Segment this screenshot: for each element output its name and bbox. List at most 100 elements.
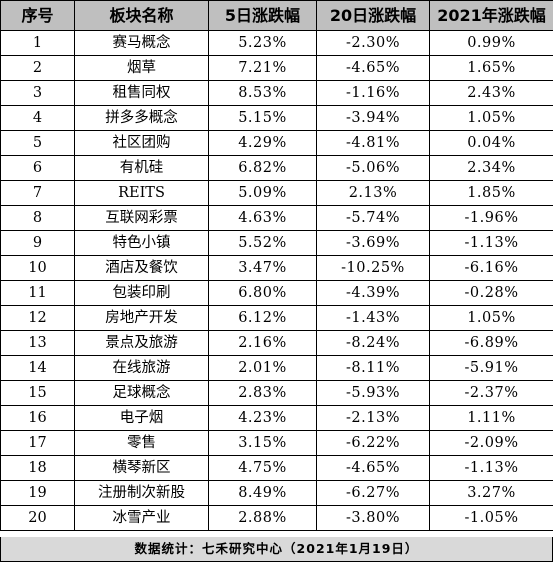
cell-5day-change: 7.21% bbox=[208, 55, 317, 81]
cell-2021-change: -6.16% bbox=[429, 255, 553, 281]
cell-sector-name: 零售 bbox=[74, 430, 209, 456]
cell-20day-change: -3.80% bbox=[316, 505, 430, 531]
cell-20day-change: -1.16% bbox=[316, 80, 430, 106]
cell-5day-change: 2.83% bbox=[208, 380, 317, 406]
cell-index: 4 bbox=[0, 105, 75, 131]
cell-index: 20 bbox=[0, 505, 75, 531]
cell-index: 15 bbox=[0, 380, 75, 406]
cell-index: 18 bbox=[0, 455, 75, 481]
header-row: 序号 板块名称 5日涨跌幅 20日涨跌幅 2021年涨跌幅 bbox=[0, 0, 553, 31]
cell-5day-change: 6.80% bbox=[208, 280, 317, 306]
table-row: 17 零售 3.15% -6.22% -2.09% bbox=[0, 430, 553, 456]
cell-index: 17 bbox=[0, 430, 75, 456]
cell-sector-name: 足球概念 bbox=[74, 380, 209, 406]
cell-5day-change: 3.15% bbox=[208, 430, 317, 456]
cell-5day-change: 3.47% bbox=[208, 255, 317, 281]
cell-2021-change: -1.96% bbox=[429, 205, 553, 231]
cell-sector-name: REITS bbox=[74, 180, 209, 206]
table-row: 2 烟草 7.21% -4.65% 1.65% bbox=[0, 55, 553, 81]
cell-2021-change: -2.37% bbox=[429, 380, 553, 406]
cell-index: 5 bbox=[0, 130, 75, 156]
cell-20day-change: -4.39% bbox=[316, 280, 430, 306]
cell-5day-change: 5.23% bbox=[208, 30, 317, 56]
cell-2021-change: -5.91% bbox=[429, 355, 553, 381]
table-row: 20 冰雪产业 2.88% -3.80% -1.05% bbox=[0, 505, 553, 531]
cell-sector-name: 冰雪产业 bbox=[74, 505, 209, 531]
cell-index: 10 bbox=[0, 255, 75, 281]
header-2021-change: 2021年涨跌幅 bbox=[429, 0, 553, 31]
cell-2021-change: -6.89% bbox=[429, 330, 553, 356]
cell-5day-change: 4.63% bbox=[208, 205, 317, 231]
cell-5day-change: 6.82% bbox=[208, 155, 317, 181]
table-row: 3 租售同权 8.53% -1.16% 2.43% bbox=[0, 80, 553, 106]
cell-2021-change: -0.28% bbox=[429, 280, 553, 306]
cell-sector-name: 横琴新区 bbox=[74, 455, 209, 481]
header-sector-name: 板块名称 bbox=[74, 0, 209, 31]
cell-sector-name: 房地产开发 bbox=[74, 305, 209, 331]
cell-2021-change: 1.85% bbox=[429, 180, 553, 206]
table-row: 13 景点及旅游 2.16% -8.24% -6.89% bbox=[0, 330, 553, 356]
cell-2021-change: 2.34% bbox=[429, 155, 553, 181]
cell-index: 8 bbox=[0, 205, 75, 231]
cell-20day-change: -3.94% bbox=[316, 105, 430, 131]
cell-sector-name: 拼多多概念 bbox=[74, 105, 209, 131]
cell-2021-change: 3.27% bbox=[429, 480, 553, 506]
cell-sector-name: 互联网彩票 bbox=[74, 205, 209, 231]
cell-20day-change: -5.74% bbox=[316, 205, 430, 231]
table-row: 16 电子烟 4.23% -2.13% 1.11% bbox=[0, 405, 553, 431]
cell-5day-change: 5.09% bbox=[208, 180, 317, 206]
table-row: 12 房地产开发 6.12% -1.43% 1.05% bbox=[0, 305, 553, 331]
source-footer: 数据统计：七禾研究中心（2021年1月19日） bbox=[0, 537, 553, 562]
cell-2021-change: 0.04% bbox=[429, 130, 553, 156]
cell-index: 19 bbox=[0, 480, 75, 506]
cell-2021-change: 1.11% bbox=[429, 405, 553, 431]
cell-2021-change: 1.05% bbox=[429, 305, 553, 331]
cell-sector-name: 烟草 bbox=[74, 55, 209, 81]
table-row: 18 横琴新区 4.75% -4.65% -1.13% bbox=[0, 455, 553, 481]
table-row: 19 注册制次新股 8.49% -6.27% 3.27% bbox=[0, 480, 553, 506]
cell-2021-change: 2.43% bbox=[429, 80, 553, 106]
cell-sector-name: 电子烟 bbox=[74, 405, 209, 431]
cell-5day-change: 2.01% bbox=[208, 355, 317, 381]
cell-index: 3 bbox=[0, 80, 75, 106]
cell-20day-change: -4.65% bbox=[316, 55, 430, 81]
cell-2021-change: -1.13% bbox=[429, 230, 553, 256]
cell-5day-change: 6.12% bbox=[208, 305, 317, 331]
cell-sector-name: 租售同权 bbox=[74, 80, 209, 106]
cell-sector-name: 在线旅游 bbox=[74, 355, 209, 381]
table-row: 11 包装印刷 6.80% -4.39% -0.28% bbox=[0, 280, 553, 306]
cell-20day-change: -8.24% bbox=[316, 330, 430, 356]
cell-20day-change: -1.43% bbox=[316, 305, 430, 331]
table-row: 15 足球概念 2.83% -5.93% -2.37% bbox=[0, 380, 553, 406]
table-row: 7 REITS 5.09% 2.13% 1.85% bbox=[0, 180, 553, 206]
header-5day-change: 5日涨跌幅 bbox=[208, 0, 317, 31]
table-row: 14 在线旅游 2.01% -8.11% -5.91% bbox=[0, 355, 553, 381]
table-row: 4 拼多多概念 5.15% -3.94% 1.05% bbox=[0, 105, 553, 131]
table-row: 8 互联网彩票 4.63% -5.74% -1.96% bbox=[0, 205, 553, 231]
cell-sector-name: 社区团购 bbox=[74, 130, 209, 156]
cell-5day-change: 8.49% bbox=[208, 480, 317, 506]
cell-2021-change: -1.13% bbox=[429, 455, 553, 481]
table-row: 9 特色小镇 5.52% -3.69% -1.13% bbox=[0, 230, 553, 256]
cell-20day-change: -10.25% bbox=[316, 255, 430, 281]
cell-index: 12 bbox=[0, 305, 75, 331]
cell-index: 16 bbox=[0, 405, 75, 431]
cell-20day-change: -8.11% bbox=[316, 355, 430, 381]
table-row: 10 酒店及餐饮 3.47% -10.25% -6.16% bbox=[0, 255, 553, 281]
cell-2021-change: -2.09% bbox=[429, 430, 553, 456]
cell-sector-name: 特色小镇 bbox=[74, 230, 209, 256]
cell-index: 13 bbox=[0, 330, 75, 356]
cell-5day-change: 4.29% bbox=[208, 130, 317, 156]
header-index: 序号 bbox=[0, 0, 75, 31]
cell-index: 11 bbox=[0, 280, 75, 306]
table-row: 1 赛马概念 5.23% -2.30% 0.99% bbox=[0, 30, 553, 56]
cell-20day-change: -2.30% bbox=[316, 30, 430, 56]
cell-index: 14 bbox=[0, 355, 75, 381]
cell-20day-change: -4.81% bbox=[316, 130, 430, 156]
cell-index: 1 bbox=[0, 30, 75, 56]
cell-2021-change: 1.05% bbox=[429, 105, 553, 131]
cell-5day-change: 5.15% bbox=[208, 105, 317, 131]
cell-20day-change: -5.93% bbox=[316, 380, 430, 406]
cell-20day-change: -6.22% bbox=[316, 430, 430, 456]
table-body: 1 赛马概念 5.23% -2.30% 0.99% 2 烟草 7.21% -4.65% 1.65%… bbox=[0, 30, 553, 531]
